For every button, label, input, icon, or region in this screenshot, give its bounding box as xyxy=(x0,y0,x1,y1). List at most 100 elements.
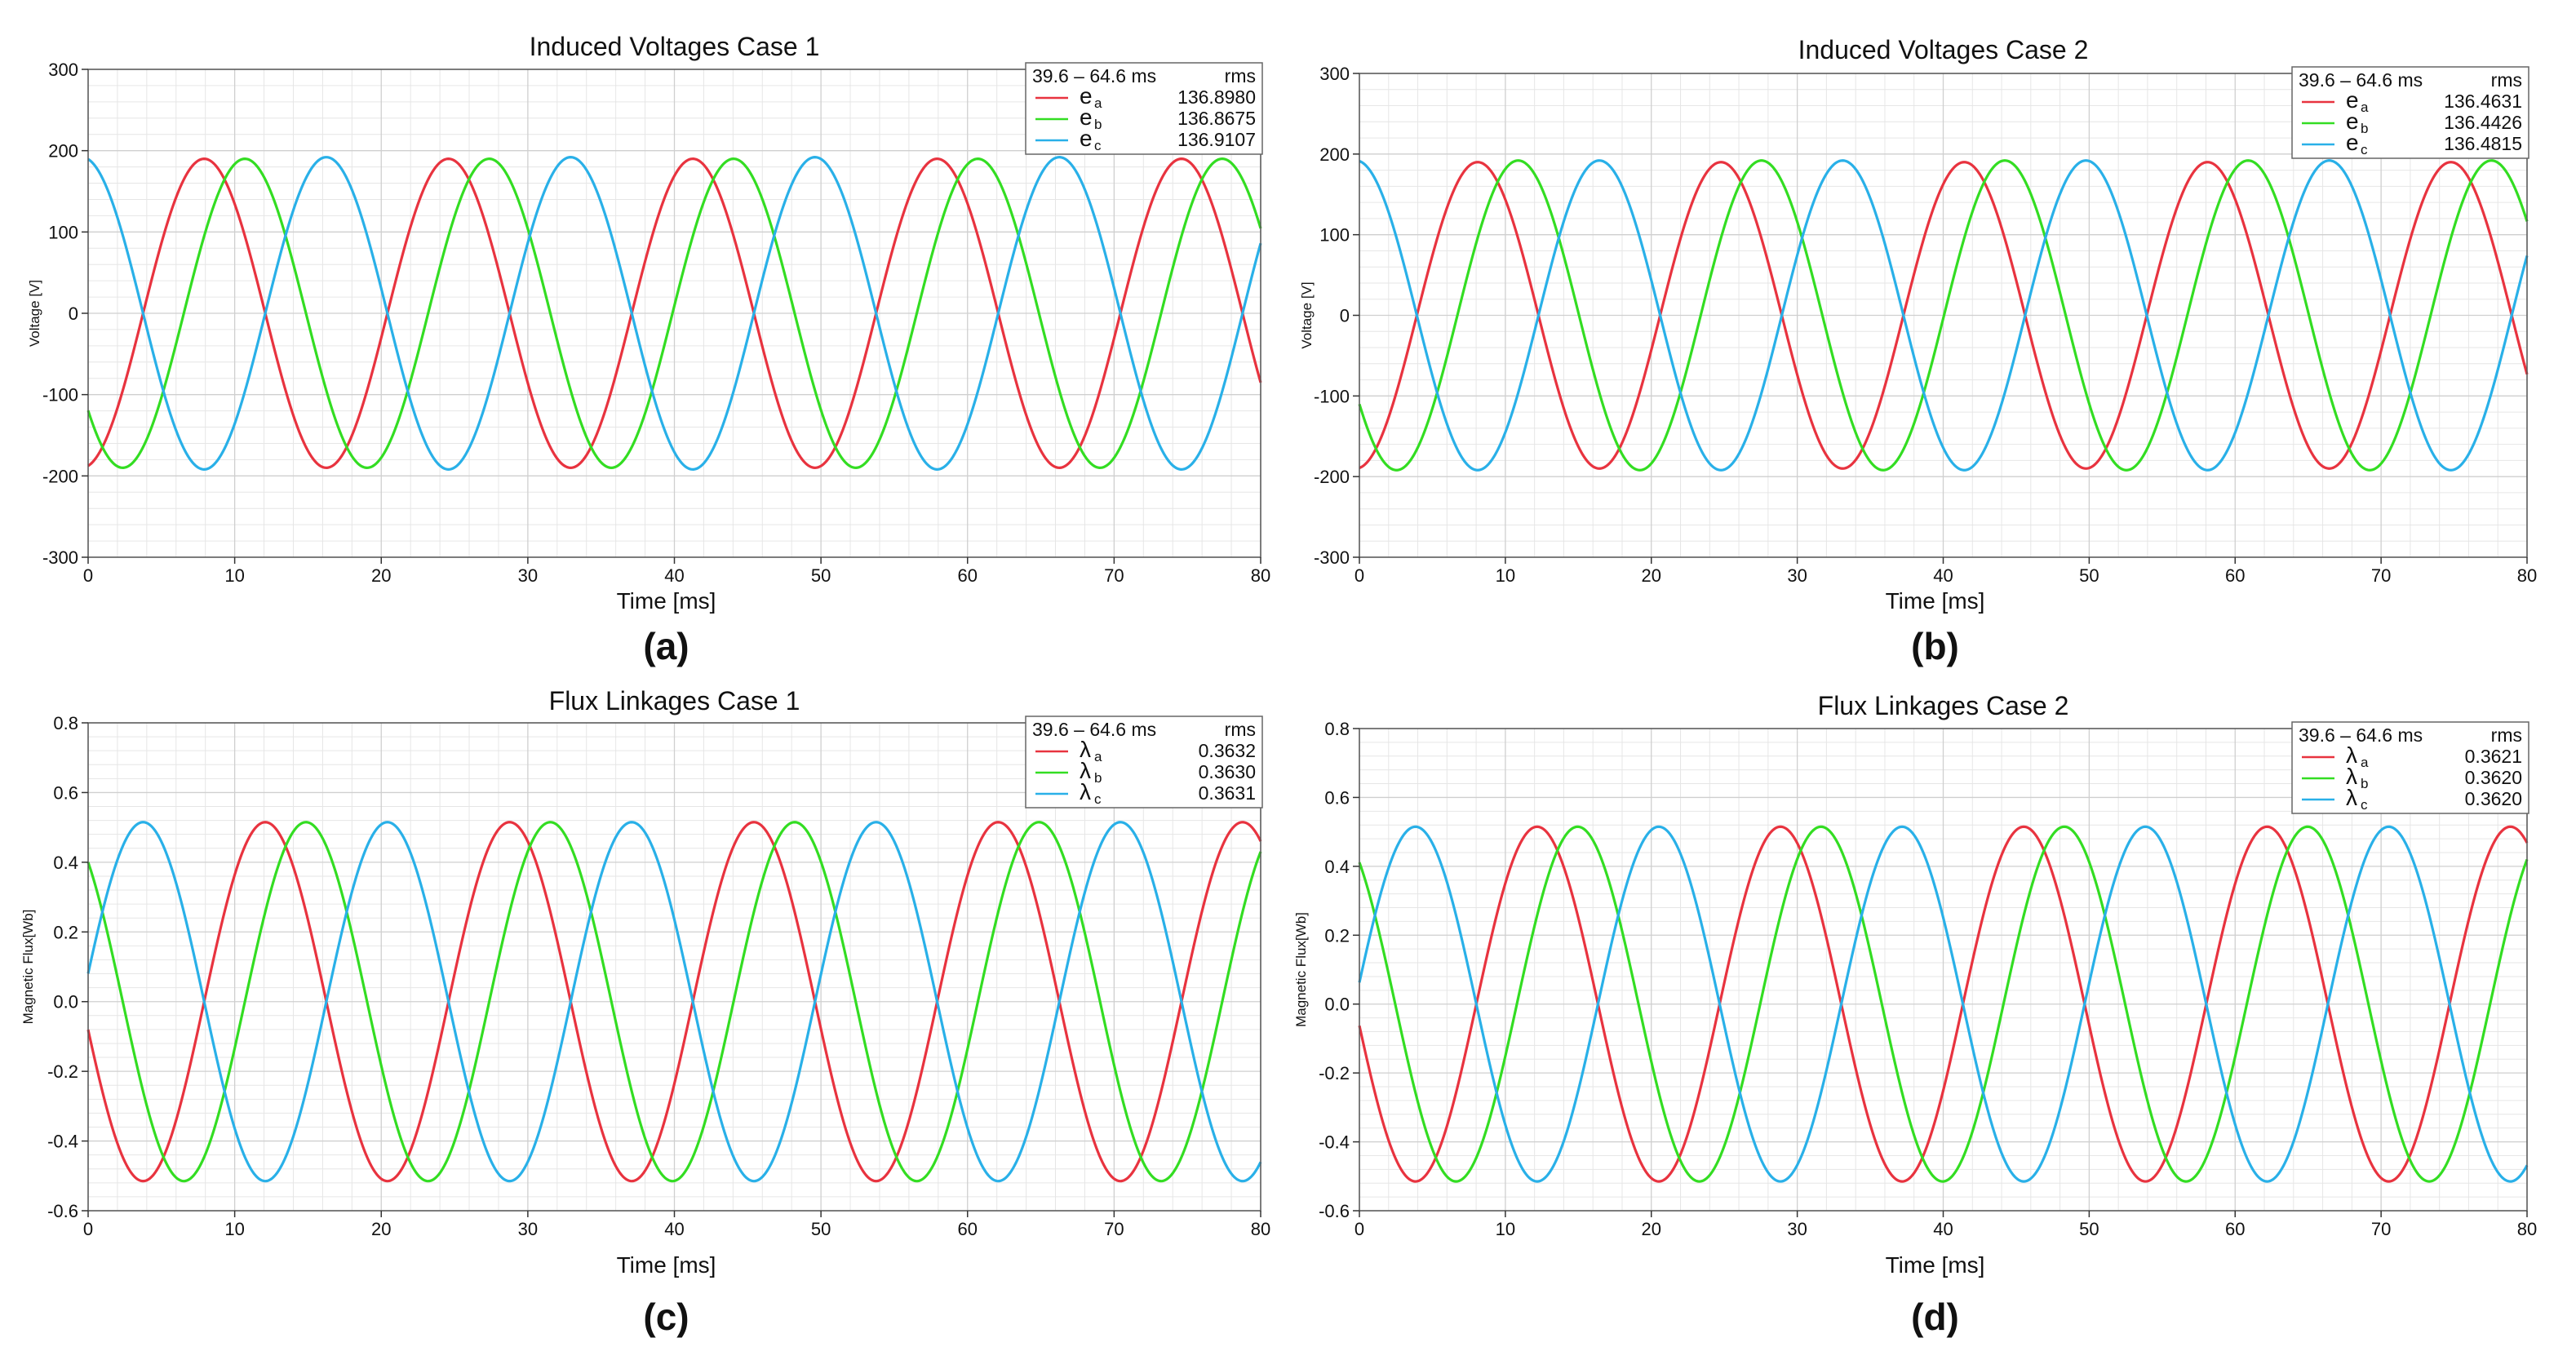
y-tick-label: 0.2 xyxy=(1324,925,1350,946)
series-line-e_b xyxy=(86,157,1262,469)
x-tick-label: 40 xyxy=(664,1219,684,1239)
legend-symbol: e xyxy=(2346,109,2359,134)
legend-subscript: c xyxy=(2361,797,2368,813)
x-tick-label: 80 xyxy=(1251,565,1270,586)
y-tick-label: 0.0 xyxy=(53,992,78,1012)
x-tick-label: 50 xyxy=(811,565,831,586)
legend-box xyxy=(1025,716,1263,809)
x-tick-label: 30 xyxy=(518,565,538,586)
legend-value: 136.8675 xyxy=(1177,108,1256,129)
x-axis-label: Time [ms] xyxy=(617,1252,716,1278)
x-tick-label: 10 xyxy=(224,1219,244,1239)
series-group xyxy=(86,821,1262,1183)
panel-label: (c) xyxy=(643,1296,689,1338)
y-tick-label: -200 xyxy=(42,466,78,486)
x-tick-label: 80 xyxy=(2517,565,2537,586)
legend-symbol: e xyxy=(1080,104,1093,130)
chart-panel: 0 10 20 30 40 50 60 70 80 -300 -200 -100 0 100 200 300 I… xyxy=(27,32,1270,667)
x-tick-label: 20 xyxy=(371,565,391,586)
y-tick-label: -0.6 xyxy=(1319,1201,1350,1221)
y-tick-label: -300 xyxy=(1314,547,1350,568)
y-axis-label: Voltage [V] xyxy=(27,280,42,347)
panel-label: (d) xyxy=(1911,1296,1959,1338)
legend-header-stat: rms xyxy=(1225,65,1256,86)
y-tick-label: 0.6 xyxy=(1324,787,1350,808)
chart-panel: 0 10 20 30 40 50 60 70 80 -0.6 -0.4 -0.2 0.0 0.2 0.4 0.… xyxy=(20,686,1270,1338)
x-tick-label: 0 xyxy=(1355,1219,1364,1239)
series-line-lambda_b xyxy=(86,821,1262,1183)
legend-symbol: λ xyxy=(1080,779,1091,804)
legend-header-range: 39.6 – 64.6 ms xyxy=(1032,719,1156,740)
x-tick-label: 40 xyxy=(664,565,684,586)
x-tick-label: 30 xyxy=(518,1219,538,1239)
legend-header-range: 39.6 – 64.6 ms xyxy=(2299,69,2423,91)
series-line-e_b xyxy=(1358,159,2529,472)
legend-header-stat: rms xyxy=(2491,69,2522,91)
legend-box xyxy=(2291,66,2529,159)
legend-subscript: b xyxy=(1094,117,1102,132)
x-tick-label: 50 xyxy=(2079,1219,2099,1239)
y-axis-label: Magnetic Flux[Wb] xyxy=(20,910,36,1025)
series-line-lambda_b xyxy=(1358,825,2529,1183)
x-axis-label: Time [ms] xyxy=(1886,1252,1985,1278)
x-tick-label: 70 xyxy=(2371,1219,2391,1239)
chart-title: Induced Voltages Case 2 xyxy=(1798,35,2089,64)
legend-subscript: c xyxy=(2361,142,2368,157)
y-tick-label: 200 xyxy=(1319,144,1350,165)
legend-subscript: c xyxy=(1094,791,1102,807)
x-tick-label: 0 xyxy=(83,1219,93,1239)
legend-symbol: λ xyxy=(1080,737,1091,762)
y-tick-label: -0.4 xyxy=(47,1132,78,1152)
x-tick-label: 50 xyxy=(811,1219,831,1239)
x-tick-label: 20 xyxy=(371,1219,391,1239)
series-line-e_c xyxy=(87,156,1262,471)
y-tick-label: -300 xyxy=(42,547,78,568)
y-tick-label: 100 xyxy=(48,222,78,242)
x-axis-label: Time [ms] xyxy=(617,588,716,614)
legend-symbol: λ xyxy=(1080,758,1091,783)
legend-value: 136.4631 xyxy=(2444,91,2522,112)
legend-value: 0.3621 xyxy=(2465,746,2522,767)
legend-value: 136.8980 xyxy=(1177,86,1256,108)
y-tick-label: -100 xyxy=(42,385,78,405)
x-tick-label: 70 xyxy=(1104,565,1124,586)
x-tick-label: 60 xyxy=(958,565,978,586)
series-line-lambda_c xyxy=(86,821,1262,1183)
legend-box xyxy=(1025,62,1263,155)
legend-value: 136.9107 xyxy=(1177,129,1256,150)
x-tick-label: 0 xyxy=(83,565,93,586)
x-tick-label: 30 xyxy=(1787,565,1807,586)
x-tick-label: 30 xyxy=(1787,1219,1807,1239)
y-tick-label: 0.4 xyxy=(1324,857,1350,877)
y-tick-label: 0 xyxy=(1340,306,1350,326)
y-tick-label: 0.0 xyxy=(1324,995,1350,1015)
chart-panel: 0 10 20 30 40 50 60 70 80 -300 -200 -100 0 100 200 300 I… xyxy=(1299,35,2537,667)
legend-symbol: λ xyxy=(2346,742,2357,768)
x-tick-label: 40 xyxy=(1933,1219,1953,1239)
legend-value: 136.4815 xyxy=(2444,133,2522,154)
y-tick-label: 0.6 xyxy=(53,782,78,803)
series-group xyxy=(1358,159,2529,472)
x-tick-label: 10 xyxy=(1496,565,1515,586)
x-tick-label: 20 xyxy=(1642,565,1661,586)
x-tick-label: 70 xyxy=(2371,565,2391,586)
legend-header-stat: rms xyxy=(1225,719,1256,740)
legend-subscript: a xyxy=(1094,749,1102,764)
series-line-lambda_c xyxy=(1358,825,2529,1183)
series-group xyxy=(1358,825,2529,1183)
x-tick-label: 80 xyxy=(2517,1219,2537,1239)
x-tick-label: 60 xyxy=(2225,565,2245,586)
x-tick-label: 10 xyxy=(1496,1219,1515,1239)
legend-symbol: λ xyxy=(2346,785,2357,810)
legend-subscript: a xyxy=(2361,755,2369,770)
legend-subscript: b xyxy=(2361,776,2368,791)
x-tick-label: 50 xyxy=(2079,565,2099,586)
legend-header-stat: rms xyxy=(2491,724,2522,746)
x-tick-label: 60 xyxy=(2225,1219,2245,1239)
chart-title: Flux Linkages Case 2 xyxy=(1818,691,2069,720)
chart-title: Flux Linkages Case 1 xyxy=(549,686,800,716)
